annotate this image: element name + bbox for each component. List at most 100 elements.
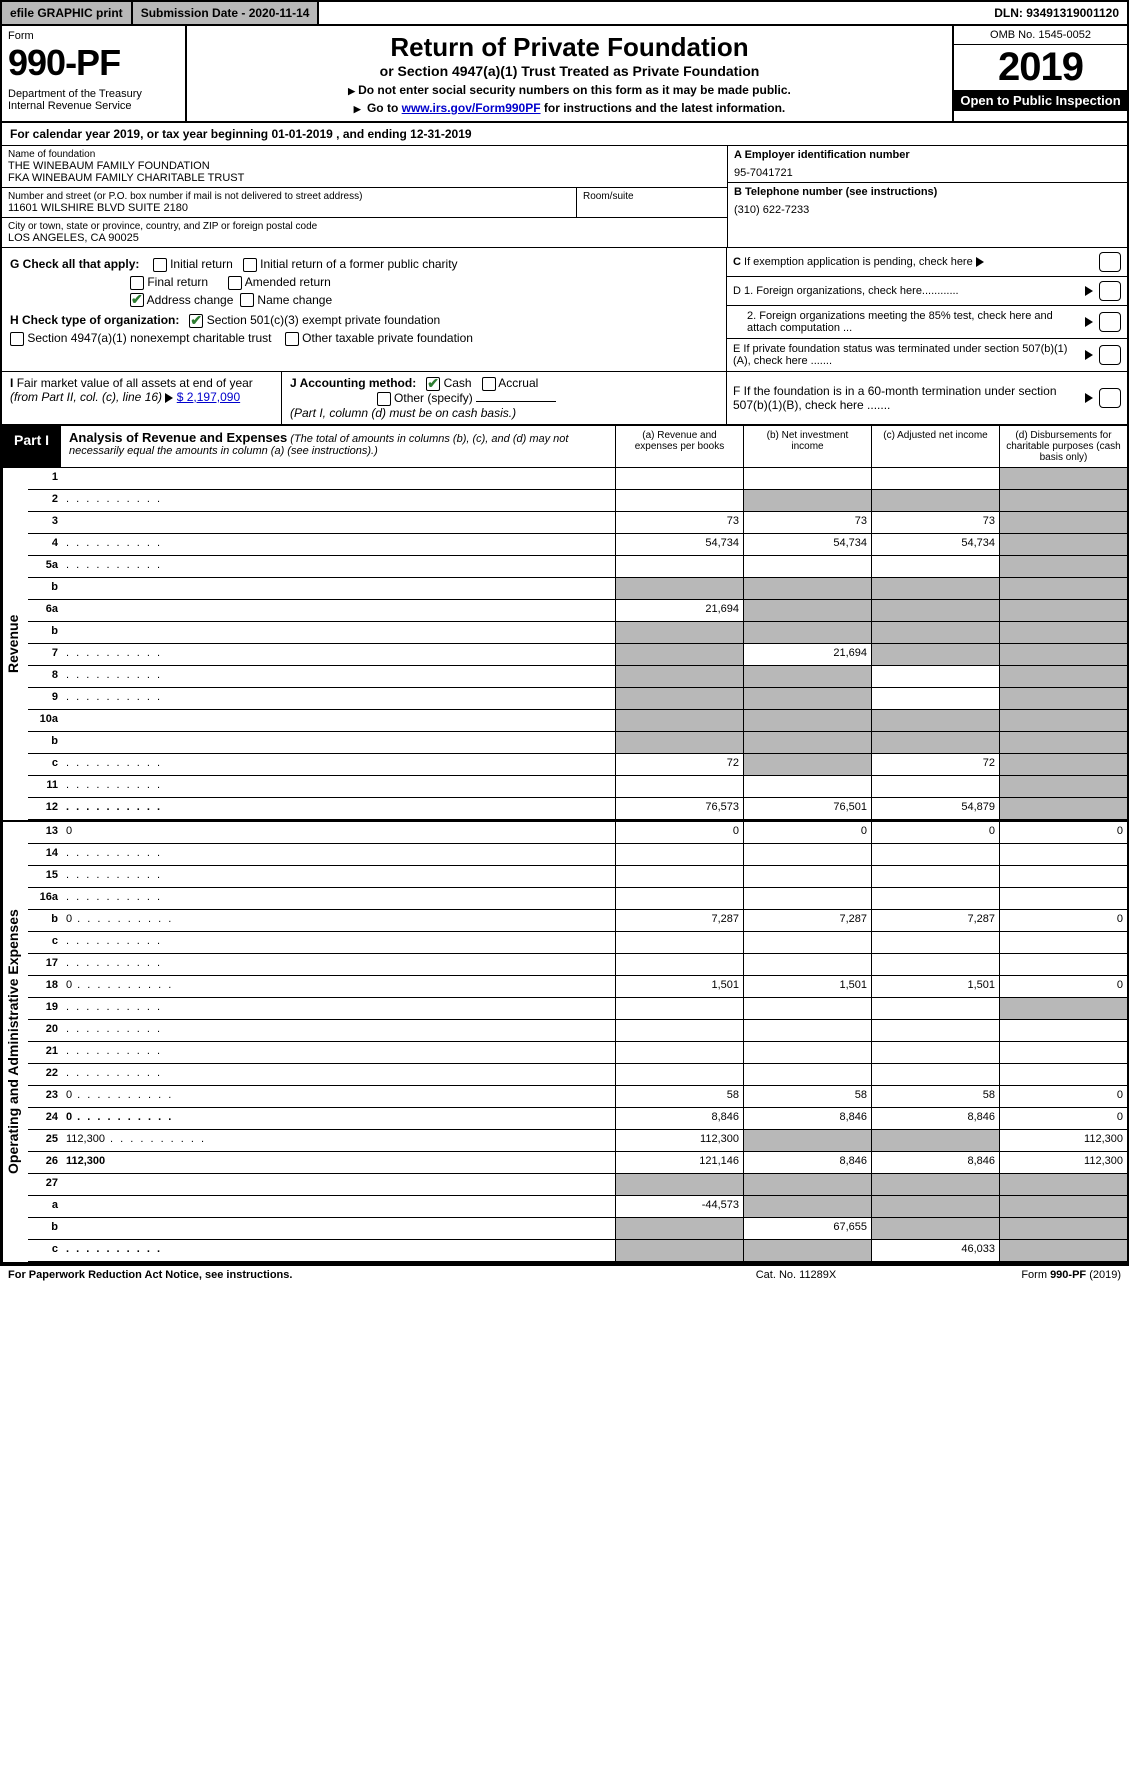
cell-col-c <box>871 866 999 887</box>
efile-print-button[interactable]: efile GRAPHIC print <box>2 2 133 24</box>
cell-col-d <box>999 888 1127 909</box>
line-number: 22 <box>28 1064 62 1085</box>
checkbox-4947[interactable] <box>10 332 24 346</box>
checkbox-501c3[interactable] <box>189 314 203 328</box>
checkbox-d2[interactable] <box>1099 312 1121 332</box>
checkbox-e[interactable] <box>1099 345 1121 365</box>
cell-col-a <box>615 776 743 797</box>
cell-col-b <box>743 1130 871 1151</box>
line-description: 0 <box>62 822 615 843</box>
line-number: 18 <box>28 976 62 997</box>
d1-label: D 1. Foreign organizations, check here..… <box>733 285 1085 297</box>
table-row: 22 <box>28 1064 1127 1086</box>
dln-label: DLN: 93491319001120 <box>986 2 1127 24</box>
checkbox-d1[interactable] <box>1099 281 1121 301</box>
cell-col-c <box>871 556 999 577</box>
line-description <box>62 954 615 975</box>
checkbox-c[interactable] <box>1099 252 1121 272</box>
fmv-value[interactable]: $ 2,197,090 <box>177 390 240 404</box>
cell-col-b: 21,694 <box>743 644 871 665</box>
phone-label: B Telephone number (see instructions) <box>734 186 1121 198</box>
table-row: a-44,573 <box>28 1196 1127 1218</box>
checkbox-amended[interactable] <box>228 276 242 290</box>
top-button-row: efile GRAPHIC print Submission Date - 20… <box>2 2 1127 26</box>
line-number: b <box>28 910 62 931</box>
table-row: 3737373 <box>28 512 1127 534</box>
cell-col-b <box>743 732 871 753</box>
ssn-warning: Do not enter social security numbers on … <box>197 83 942 97</box>
opt-other-taxable: Other taxable private foundation <box>302 331 473 345</box>
entity-left: Name of foundation THE WINEBAUM FAMILY F… <box>2 146 727 247</box>
submission-date-button[interactable]: Submission Date - 2020-11-14 <box>133 2 320 24</box>
h-row-2: Section 4947(a)(1) nonexempt charitable … <box>10 331 718 346</box>
checkbox-final-return[interactable] <box>130 276 144 290</box>
line-number: 5a <box>28 556 62 577</box>
cell-col-a <box>615 1042 743 1063</box>
city-row: City or town, state or province, country… <box>2 218 727 247</box>
cell-col-b <box>743 1240 871 1261</box>
line-number: 16a <box>28 888 62 909</box>
table-row: 14 <box>28 844 1127 866</box>
line-number: 9 <box>28 688 62 709</box>
table-row: 19 <box>28 998 1127 1020</box>
cell-col-b: 73 <box>743 512 871 533</box>
checkbox-name-change[interactable] <box>240 293 254 307</box>
checkbox-cash[interactable] <box>426 377 440 391</box>
table-row: 2408,8468,8468,8460 <box>28 1108 1127 1130</box>
cell-col-b: 0 <box>743 822 871 843</box>
check-left: G Check all that apply: Initial return I… <box>2 248 727 371</box>
line-number: 2 <box>28 490 62 511</box>
check-right: C If exemption application is pending, c… <box>727 248 1127 371</box>
line-description <box>62 888 615 909</box>
table-row: 5a <box>28 556 1127 578</box>
cell-col-c <box>871 644 999 665</box>
col-d-header: (d) Disbursements for charitable purpose… <box>999 426 1127 467</box>
line-description <box>62 776 615 797</box>
checkbox-f[interactable] <box>1099 388 1121 408</box>
cell-col-c <box>871 1042 999 1063</box>
cell-col-b <box>743 998 871 1019</box>
checkbox-other-method[interactable] <box>377 392 391 406</box>
cell-col-d <box>999 954 1127 975</box>
cell-col-d <box>999 932 1127 953</box>
line-description <box>62 1020 615 1041</box>
line-number: c <box>28 754 62 775</box>
table-row: 27 <box>28 1174 1127 1196</box>
cell-col-d <box>999 1174 1127 1195</box>
instructions-note: Go to www.irs.gov/Form990PF for instruct… <box>197 101 942 115</box>
h-label: H Check type of organization: <box>10 313 179 327</box>
line-description <box>62 534 615 555</box>
line-number: c <box>28 932 62 953</box>
opt-4947: Section 4947(a)(1) nonexempt charitable … <box>27 331 271 345</box>
checkbox-initial-former[interactable] <box>243 258 257 272</box>
line-description <box>62 1196 615 1217</box>
cell-col-d: 0 <box>999 976 1127 997</box>
cell-col-b: 58 <box>743 1086 871 1107</box>
line-number: 27 <box>28 1174 62 1195</box>
opt-final-return: Final return <box>147 275 208 289</box>
entity-right: A Employer identification number 95-7041… <box>727 146 1127 247</box>
line-description <box>62 1218 615 1239</box>
table-row: 2 <box>28 490 1127 512</box>
ein-label: A Employer identification number <box>734 149 1121 161</box>
checkbox-other-taxable[interactable] <box>285 332 299 346</box>
d1-row: D 1. Foreign organizations, check here..… <box>727 277 1127 306</box>
line-number: 12 <box>28 798 62 819</box>
irs-link[interactable]: www.irs.gov/Form990PF <box>402 101 541 115</box>
cell-col-c: 54,734 <box>871 534 999 555</box>
form-header: Form 990-PF Department of the Treasury I… <box>2 26 1127 123</box>
cell-col-a <box>615 932 743 953</box>
opt-501c3: Section 501(c)(3) exempt private foundat… <box>207 313 440 327</box>
checkbox-initial-return[interactable] <box>153 258 167 272</box>
cell-col-d: 0 <box>999 822 1127 843</box>
foundation-name-row: Name of foundation THE WINEBAUM FAMILY F… <box>2 146 727 188</box>
room-label: Room/suite <box>583 191 721 202</box>
cell-col-d <box>999 1218 1127 1239</box>
checkbox-address-change[interactable] <box>130 293 144 307</box>
line-description: 112,300 <box>62 1152 615 1173</box>
j-note: (Part I, column (d) must be on cash basi… <box>290 406 516 420</box>
cell-col-b: 7,287 <box>743 910 871 931</box>
checkbox-accrual[interactable] <box>482 377 496 391</box>
table-row: b07,2877,2877,2870 <box>28 910 1127 932</box>
cell-col-c: 54,879 <box>871 798 999 819</box>
